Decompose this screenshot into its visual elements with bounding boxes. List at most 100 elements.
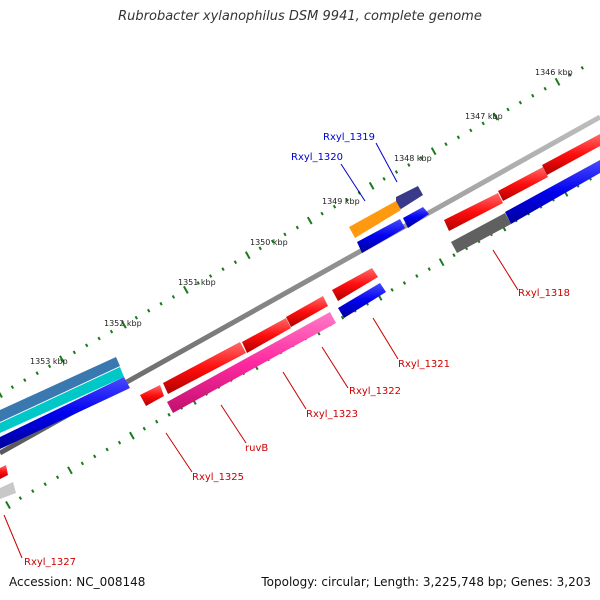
scale-tick-outer bbox=[332, 204, 337, 209]
scale-tick-inner bbox=[80, 461, 84, 466]
scale-tick-outer bbox=[72, 350, 76, 355]
scale-ticks-outer bbox=[0, 66, 584, 398]
gene-feature-red-row-c[interactable] bbox=[163, 342, 246, 394]
leader-rxyl-1318 bbox=[492, 249, 519, 291]
scale-tick-inner bbox=[129, 431, 135, 440]
scale-tick-inner bbox=[105, 447, 109, 452]
scale-label-1352: 1352 kbp bbox=[104, 319, 142, 328]
scale-tick-inner bbox=[340, 315, 345, 320]
scale-tick-outer bbox=[345, 197, 349, 202]
scale-tick-outer bbox=[258, 246, 262, 251]
scale-tick-outer bbox=[35, 371, 39, 376]
gene-feature-rxyl-1320[interactable] bbox=[349, 201, 401, 238]
scale-label-1351: 1351 kbp bbox=[178, 278, 216, 287]
gene-feature-red-right-c[interactable] bbox=[542, 134, 600, 175]
scale-label-1347: 1347 kbp bbox=[465, 112, 503, 121]
gene-feature-blue-small-fwd[interactable] bbox=[403, 207, 429, 228]
scale-label-1346: 1346 kbp bbox=[535, 68, 573, 77]
scale-tick-outer bbox=[531, 93, 535, 98]
gene-feature-teal-left[interactable] bbox=[0, 367, 124, 433]
gene-feature-pink-1323[interactable] bbox=[167, 312, 336, 413]
gene-label-rxyl-1327[interactable]: Rxyl_1327 bbox=[24, 557, 76, 568]
gene-label-rxyl-1319[interactable]: Rxyl_1319 bbox=[323, 132, 375, 143]
gene-label-rxyl-1322[interactable]: Rxyl_1322 bbox=[349, 386, 401, 397]
scale-tick-outer bbox=[59, 355, 65, 364]
scale-tick-outer bbox=[0, 391, 3, 398]
gene-label-rxyl-1320[interactable]: Rxyl_1320 bbox=[291, 152, 343, 163]
scale-tick-outer bbox=[270, 239, 275, 244]
scale-tick-outer bbox=[47, 364, 52, 369]
leader-ruvb bbox=[220, 404, 247, 444]
scale-tick-inner bbox=[427, 267, 431, 271]
scale-tick-outer bbox=[109, 329, 114, 334]
scale-label-1353: 1353 kbp bbox=[30, 357, 68, 366]
gene-label-ruvb[interactable]: ruvB bbox=[245, 443, 268, 454]
scale-tick-outer bbox=[543, 86, 547, 91]
scale-label-1348: 1348 kbp bbox=[394, 154, 432, 163]
scale-tick-outer bbox=[23, 378, 27, 382]
scale-tick-inner bbox=[390, 288, 394, 292]
gene-feature-red-lower-left[interactable] bbox=[0, 465, 8, 479]
scale-tick-outer bbox=[368, 181, 375, 190]
leader-rxyl-1321 bbox=[372, 317, 399, 360]
gene-feature-red-right-a[interactable] bbox=[444, 193, 503, 231]
scale-tick-outer bbox=[295, 225, 299, 230]
accession-text: Accession: NC_008148 bbox=[9, 575, 146, 589]
scale-tick-inner bbox=[18, 496, 23, 500]
scale-label-1349: 1349 kbp bbox=[322, 197, 360, 206]
scale-tick-inner bbox=[55, 475, 60, 480]
leader-rxyl-1325 bbox=[165, 432, 193, 473]
gene-feature-gray-1318[interactable] bbox=[451, 213, 511, 253]
map-title: Rubrobacter xylanophilus DSM 9941, compl… bbox=[118, 9, 482, 24]
scale-tick-inner bbox=[43, 482, 47, 487]
scale-tick-outer bbox=[456, 135, 461, 140]
scale-tick-outer bbox=[430, 147, 437, 156]
scale-tick-outer bbox=[85, 343, 89, 348]
gene-feature-red-ruvb[interactable] bbox=[140, 385, 164, 406]
gene-feature-red-1321a[interactable] bbox=[332, 268, 378, 301]
gene-feature-blue-fwd-2[interactable] bbox=[357, 219, 405, 253]
leader-rxyl-1327 bbox=[3, 514, 23, 559]
leader-rxyl-1319 bbox=[375, 142, 398, 183]
gene-label-rxyl-1321[interactable]: Rxyl_1321 bbox=[398, 359, 450, 370]
gene-feature-blue-left[interactable] bbox=[0, 377, 130, 449]
scale-tick-outer bbox=[196, 281, 200, 285]
scale-tick-outer bbox=[183, 285, 189, 294]
gene-label-rxyl-1325[interactable]: Rxyl_1325 bbox=[192, 472, 244, 483]
scale-tick-inner bbox=[31, 489, 35, 493]
leader-rxyl-1322 bbox=[321, 346, 349, 389]
scale-tick-inner bbox=[142, 426, 146, 431]
scale-tick-inner bbox=[117, 440, 122, 445]
scale-tick-outer bbox=[492, 112, 499, 121]
gene-feature-rxyl-1319[interactable] bbox=[396, 186, 423, 209]
scale-tick-outer bbox=[306, 216, 313, 225]
gene-label-rxyl-1318[interactable]: Rxyl_1318 bbox=[518, 288, 570, 299]
scale-tick-outer bbox=[97, 336, 101, 341]
gene-feature-red-row-b[interactable] bbox=[242, 318, 291, 353]
scale-tick-inner bbox=[438, 258, 445, 267]
scale-tick-outer bbox=[147, 308, 151, 313]
scale-tick-outer bbox=[469, 128, 473, 133]
scale-tick-outer bbox=[506, 107, 510, 112]
scale-label-1350: 1350 kbp bbox=[250, 238, 288, 247]
scale-tick-outer bbox=[419, 156, 423, 160]
scale-tick-outer bbox=[208, 274, 213, 278]
scale-tick-inner bbox=[167, 412, 171, 417]
scale-tick-outer bbox=[221, 267, 225, 271]
scale-tick-outer bbox=[171, 295, 176, 299]
scale-tick-outer bbox=[134, 315, 138, 320]
scale-tick-outer bbox=[320, 211, 324, 216]
gene-label-rxyl-1323[interactable]: Rxyl_1323 bbox=[306, 409, 358, 420]
gene-feature-blue-right[interactable] bbox=[505, 160, 600, 224]
gene-feature-blue-1321[interactable] bbox=[338, 283, 386, 318]
gene-feature-red-right-b[interactable] bbox=[498, 167, 548, 201]
gene-feature-lightgray-1327[interactable] bbox=[0, 482, 16, 499]
leader-rxyl-1320 bbox=[340, 163, 366, 202]
scale-tick-inner bbox=[5, 501, 11, 509]
gene-feature-red-row-a[interactable] bbox=[286, 296, 328, 327]
topology-summary: Topology: circular; Length: 3,225,748 bp… bbox=[261, 575, 591, 589]
scale-tick-outer bbox=[444, 142, 448, 147]
scale-tick-inner bbox=[67, 466, 73, 475]
gene-feature-steel-left[interactable] bbox=[0, 357, 120, 422]
